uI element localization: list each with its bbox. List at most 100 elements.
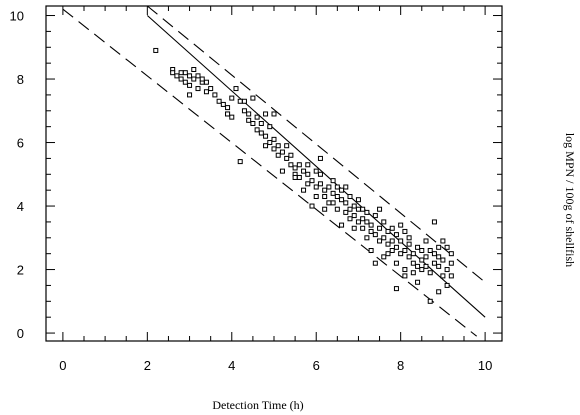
data-point: [355, 219, 361, 225]
y-axis-title: log MPN / 100g of shellfish: [563, 133, 577, 267]
data-point: [305, 181, 311, 187]
y-tick-label: 4: [17, 199, 24, 214]
data-point: [284, 143, 290, 149]
x-tick-label: 6: [313, 358, 320, 373]
data-point: [444, 244, 450, 250]
data-point: [385, 228, 391, 234]
data-point: [263, 111, 269, 117]
data-point: [254, 127, 260, 133]
data-point: [423, 238, 429, 244]
data-point: [389, 238, 395, 244]
data-point: [393, 244, 399, 250]
data-point: [436, 289, 442, 295]
data-point: [343, 184, 349, 190]
data-point: [237, 98, 243, 104]
data-point: [427, 270, 433, 276]
data-point: [229, 95, 235, 101]
data-point: [377, 238, 383, 244]
data-point: [271, 111, 277, 117]
data-point: [305, 171, 311, 177]
data-point: [339, 222, 345, 228]
data-point: [368, 248, 374, 254]
data-point: [279, 168, 285, 174]
data-point: [317, 181, 323, 187]
data-point: [317, 171, 323, 177]
data-point: [220, 101, 226, 107]
y-tick-label: 0: [17, 326, 24, 341]
data-point: [440, 257, 446, 263]
data-point: [368, 228, 374, 234]
data-point: [229, 114, 235, 120]
data-point: [351, 225, 357, 231]
data-point: [377, 225, 383, 231]
data-point: [423, 263, 429, 269]
data-point: [271, 146, 277, 152]
data-point: [322, 206, 328, 212]
confidence-line-1: [146, 5, 486, 283]
y-tick-label: 6: [17, 136, 24, 151]
data-point: [360, 216, 366, 222]
data-point: [322, 194, 328, 200]
data-point: [377, 206, 383, 212]
data-point: [250, 120, 256, 126]
x-tick-label: 4: [228, 358, 235, 373]
data-point: [381, 235, 387, 241]
data-point: [326, 200, 332, 206]
data-point: [364, 209, 370, 215]
data-point: [415, 244, 421, 250]
data-point: [334, 206, 340, 212]
data-point: [182, 70, 188, 76]
data-point: [296, 162, 302, 168]
data-point: [237, 159, 243, 165]
data-point: [330, 200, 336, 206]
data-point: [309, 178, 315, 184]
data-point: [313, 194, 319, 200]
x-axis-title: Detection Time (h): [212, 398, 303, 412]
data-point: [339, 187, 345, 193]
data-point: [292, 174, 298, 180]
data-point: [343, 200, 349, 206]
data-point: [364, 219, 370, 225]
data-point: [258, 130, 264, 136]
data-point: [313, 184, 319, 190]
data-point: [444, 267, 450, 273]
data-point: [402, 273, 408, 279]
data-point: [330, 178, 336, 184]
data-point: [444, 282, 450, 288]
data-point: [187, 92, 193, 98]
data-point: [406, 235, 412, 241]
data-point: [398, 251, 404, 257]
data-point: [415, 279, 421, 285]
data-point: [271, 136, 277, 142]
data-point: [355, 206, 361, 212]
data-point: [225, 105, 231, 111]
data-point: [170, 70, 176, 76]
data-point: [254, 114, 260, 120]
data-point: [448, 273, 454, 279]
data-point: [398, 222, 404, 228]
data-point: [187, 73, 193, 79]
data-point: [440, 238, 446, 244]
data-point: [427, 298, 433, 304]
data-point: [410, 251, 416, 257]
data-point: [431, 219, 437, 225]
data-point: [360, 206, 366, 212]
x-tick-label: 0: [59, 358, 66, 373]
y-tick-label: 2: [17, 263, 24, 278]
data-point: [402, 248, 408, 254]
data-point: [258, 120, 264, 126]
data-point: [448, 251, 454, 257]
x-tick-label: 2: [144, 358, 151, 373]
data-point: [410, 270, 416, 276]
regression-lines: [62, 5, 486, 337]
data-point: [402, 267, 408, 273]
data-point: [174, 73, 180, 79]
data-point: [203, 89, 209, 95]
data-point: [448, 260, 454, 266]
data-point: [436, 254, 442, 260]
data-point: [241, 98, 247, 104]
data-point: [351, 203, 357, 209]
data-point: [372, 260, 378, 266]
data-point: [389, 248, 395, 254]
data-point: [402, 228, 408, 234]
